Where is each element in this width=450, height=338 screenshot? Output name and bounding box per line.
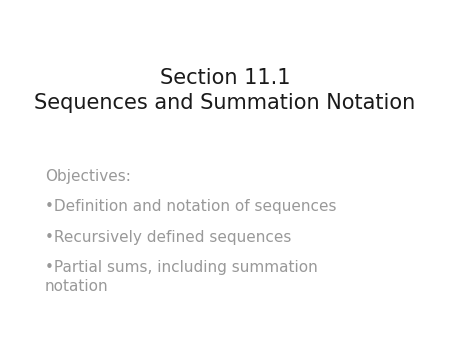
Text: •Partial sums, including summation
notation: •Partial sums, including summation notat… bbox=[45, 260, 318, 294]
Text: •Definition and notation of sequences: •Definition and notation of sequences bbox=[45, 199, 337, 214]
Text: •Recursively defined sequences: •Recursively defined sequences bbox=[45, 230, 292, 245]
Text: Objectives:: Objectives: bbox=[45, 169, 131, 184]
Text: Section 11.1
Sequences and Summation Notation: Section 11.1 Sequences and Summation Not… bbox=[34, 68, 416, 113]
